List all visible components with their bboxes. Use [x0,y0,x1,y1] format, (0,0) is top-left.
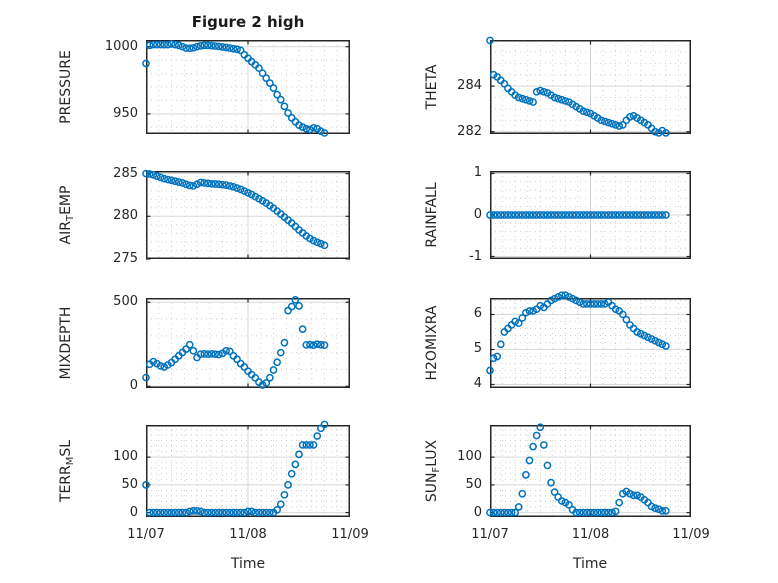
data-points [486,211,670,219]
y-tick-label: 284 [457,78,482,94]
x-axis-label-right: Time [572,556,608,572]
y-tick-label: 285 [113,165,138,181]
data-points [486,423,670,517]
y-tick-label: 100 [113,449,138,465]
y-axis-label-sun-flux: SUN F LUX [424,439,442,503]
data-points [486,291,670,375]
y-tick-label: 282 [457,123,482,139]
y-tick-label: 5 [473,341,482,357]
x-tick-label: 11/07 [127,527,165,542]
data-points [142,40,329,137]
subplot-terr-msl [142,420,350,517]
y-tick-label: 0 [473,207,482,222]
y-tick-label: 950 [113,105,138,121]
subplot-sun-flux [486,423,691,517]
subplot-theta [486,36,691,137]
y-tick-label: 6 [473,306,482,322]
x-tick-label: 11/08 [229,527,267,542]
y-tick-label: 1000 [104,38,138,54]
data-points [142,420,329,517]
y-tick-label: -1 [469,248,482,264]
x-tick-label: 11/07 [471,527,509,542]
y-tick-label: 50 [465,476,482,492]
y-tick-label: 275 [113,251,138,266]
y-tick-label: 0 [473,504,482,520]
data-points [486,36,670,137]
figure-title: Figure 2 high [191,13,305,31]
subplot-air-temp [142,169,350,260]
subplot-mixdepth [142,296,350,389]
y-tick-label: 100 [457,449,482,465]
y-tick-label: 500 [113,294,138,310]
y-axis-label-terr-msl: TERR M SL [58,439,76,503]
x-tick-label: 11/09 [331,527,369,542]
y-tick-label: 0 [129,504,138,520]
y-tick-label: 280 [113,208,138,224]
x-tick-label: 11/09 [672,527,710,542]
y-tick-label: 4 [473,376,482,392]
y-tick-label: 50 [121,476,138,492]
data-points [142,296,329,389]
x-axis-label-left: Time [230,556,266,572]
y-tick-label: 1 [473,165,482,181]
subplot-pressure [142,40,350,137]
subplot-h2omixra [486,291,691,388]
data-points [142,169,329,250]
x-tick-label: 11/08 [571,527,610,542]
subplot-rainfall [486,171,691,259]
y-tick-label: 0 [129,378,138,394]
